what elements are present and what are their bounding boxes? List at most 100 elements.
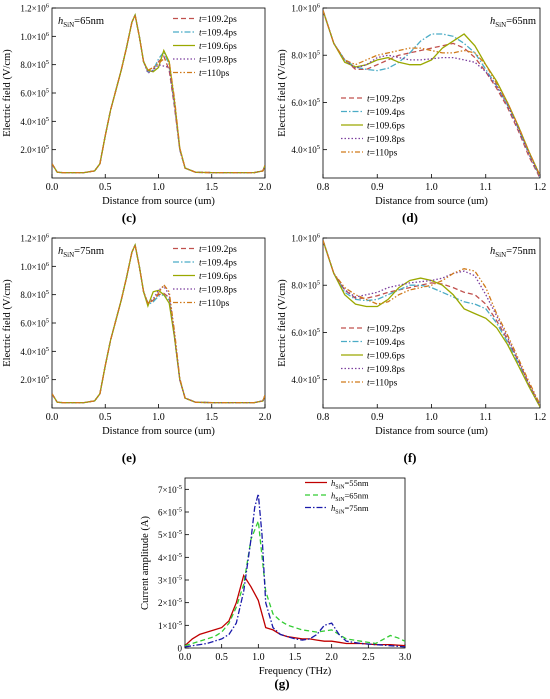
y-tick-exponent: 6 [46, 3, 50, 10]
y-tick-mantissa: 4.0×10 [20, 347, 46, 357]
y-tick-label: 6.0×105 [291, 97, 320, 108]
x-tick-label: 2.0 [259, 412, 272, 423]
series-group [185, 493, 405, 648]
y-tick-exponent: 5 [317, 97, 320, 104]
legend-symbol: t [367, 108, 370, 118]
panel-label: (e) [122, 450, 136, 465]
series-line [323, 10, 540, 176]
y-tick-label: 8.0×105 [20, 289, 49, 300]
y-tick-exponent: 5 [46, 116, 49, 123]
legend-subscript: SiN [335, 485, 345, 491]
series-line [323, 10, 540, 176]
series-line [52, 12, 265, 174]
legend-entry: t=109.4ps [199, 259, 237, 269]
legend-entry: hSiN=55nm [331, 478, 369, 491]
x-axis-title: Distance from source (um) [102, 426, 215, 437]
legend-entry: t=109.2ps [199, 15, 237, 25]
y-tick-exponent: 6 [46, 261, 50, 268]
y-tick-mantissa: 2.0×10 [20, 375, 46, 385]
y-tick-mantissa: 1.2×10 [20, 234, 46, 244]
legend-symbol: t [367, 149, 370, 159]
x-tick-label: 1.2 [534, 412, 547, 423]
y-tick-mantissa: 1.2×10 [20, 4, 46, 14]
legend-symbol: t [199, 56, 202, 66]
legend-value: =109.8ps [370, 365, 405, 375]
x-tick-label: 0.5 [99, 182, 112, 193]
y-tick-label: 6.0×105 [291, 327, 320, 338]
y-tick-label: 6×10-5 [158, 507, 182, 518]
x-tick-label: 0.5 [215, 652, 228, 663]
legend-entry: t=109.8ps [199, 286, 237, 296]
y-tick-exponent: 6 [46, 233, 50, 240]
y-tick-label: 1.0×106 [291, 233, 320, 244]
legend-entry: t=109.2ps [367, 95, 405, 105]
y-tick-exponent: 5 [46, 374, 49, 381]
y-tick-mantissa: 3×10 [158, 576, 177, 586]
y-tick-label: 4×10-5 [158, 552, 182, 563]
y-tick-mantissa: 1.0×10 [20, 262, 46, 272]
series-line [323, 240, 540, 406]
y-tick-exponent: -5 [177, 575, 182, 582]
y-tick-label: 2.0×105 [20, 144, 49, 155]
y-axis-title: Electric field (V/cm) [2, 279, 13, 367]
y-axis-title: Current amplitude (A) [140, 516, 151, 610]
y-tick-label: 1.0×106 [20, 31, 49, 42]
y-tick-mantissa: 6.0×10 [20, 319, 46, 329]
legend-value: =109.8ps [202, 286, 237, 296]
annotation-symbol: h [58, 246, 63, 257]
x-tick-label: 2.0 [259, 182, 272, 193]
legend-entry: t=109.4ps [367, 108, 405, 118]
legend-value: =75nm [345, 503, 370, 513]
legend-entry: t=109.2ps [367, 325, 405, 335]
legend-value: =109.6ps [370, 122, 405, 132]
plot-frame [184, 477, 406, 649]
legend-value: =109.2ps [370, 325, 405, 335]
legend-entry: t=109.2ps [199, 245, 237, 255]
legend-symbol: t [367, 352, 370, 362]
y-tick-label: 5×10-5 [158, 529, 182, 540]
y-tick-label: 6.0×105 [20, 88, 49, 99]
y-tick-label: 8.0×105 [291, 50, 320, 61]
annotation-value: =65nm [506, 16, 536, 27]
legend-value: =110ps [370, 149, 398, 159]
y-tick-mantissa: 0 [178, 644, 183, 654]
y-tick-label: 6.0×105 [20, 318, 49, 329]
thickness-annotation: hSiN=75nm [490, 246, 536, 259]
legend-value: =109.4ps [370, 338, 405, 348]
y-tick-label: 2×10-5 [158, 597, 182, 608]
y-tick-exponent: 5 [317, 374, 320, 381]
legend-value: =110ps [370, 379, 398, 389]
legend-symbol: t [199, 272, 202, 282]
thickness-annotation: hSiN=65nm [490, 16, 536, 29]
legend-symbol: t [199, 15, 202, 25]
series-line [52, 12, 265, 174]
y-tick-exponent: 5 [317, 144, 320, 151]
legend-entry: t=109.8ps [367, 365, 405, 375]
annotation-value: =75nm [74, 246, 104, 257]
series-line [323, 240, 540, 406]
legend-symbol: t [367, 325, 370, 335]
panel-e: 0.0 0.5 1.0 1.5 2.02.0×1054.0×1056.0×1058.0×… [2, 233, 271, 466]
legend-symbol: h [331, 478, 335, 488]
x-tick-label: 1.0 [252, 652, 265, 663]
y-tick-exponent: 5 [317, 280, 320, 287]
legend-entry: t=110ps [199, 69, 230, 79]
x-axis-title: Distance from source (um) [375, 196, 488, 207]
y-axis-title: Electric field (V/cm) [277, 279, 288, 367]
y-tick-mantissa: 1×10 [158, 621, 177, 631]
legend-symbol: t [199, 286, 202, 296]
legend-symbol: t [199, 245, 202, 255]
panel-f: 0.8 0.9 1.0 1.1 1.24.0×1056.0×1058.0×1051.0×… [277, 233, 546, 466]
legend-entry: t=109.4ps [199, 29, 237, 39]
legend-entry: t=110ps [367, 379, 398, 389]
legend-value: =55nm [345, 478, 370, 488]
legend-value: =109.4ps [202, 29, 237, 39]
x-tick-label: 1.1 [480, 412, 493, 423]
y-tick-exponent: -5 [177, 529, 182, 536]
legend-value: =109.4ps [370, 108, 405, 118]
y-tick-mantissa: 2×10 [158, 598, 177, 608]
y-tick-exponent: 5 [46, 144, 49, 151]
legend-value: =109.8ps [202, 56, 237, 66]
y-tick-label: 1×10-5 [158, 620, 182, 631]
